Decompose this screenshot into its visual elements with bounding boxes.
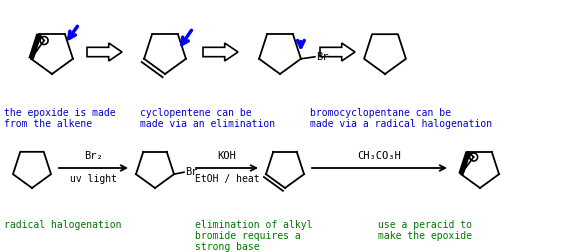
Polygon shape [87,43,122,61]
Text: use a peracid to: use a peracid to [378,220,472,230]
Text: EtOH / heat: EtOH / heat [195,174,259,184]
Polygon shape [203,43,238,61]
Text: make the epoxide: make the epoxide [378,231,472,241]
Circle shape [469,153,477,161]
Text: elimination of alkyl: elimination of alkyl [195,220,312,230]
Text: bromide requires a: bromide requires a [195,231,301,241]
Text: bromocyclopentane can be: bromocyclopentane can be [310,108,451,118]
Text: CH₃CO₃H: CH₃CO₃H [358,151,401,161]
Text: cyclopentene can be: cyclopentene can be [140,108,251,118]
Text: made via a radical halogenation: made via a radical halogenation [310,119,492,129]
Text: uv light: uv light [70,174,117,184]
Text: KOH: KOH [217,151,236,161]
Polygon shape [320,43,355,61]
Text: made via an elimination: made via an elimination [140,119,275,129]
Text: Br: Br [316,52,328,62]
Text: radical halogenation: radical halogenation [4,220,122,230]
Text: the epoxide is made: the epoxide is made [4,108,116,118]
Circle shape [40,37,48,45]
Text: from the alkene: from the alkene [4,119,92,129]
Text: strong base: strong base [195,242,259,252]
Text: Br₂: Br₂ [84,151,103,161]
Text: Br: Br [185,167,197,177]
